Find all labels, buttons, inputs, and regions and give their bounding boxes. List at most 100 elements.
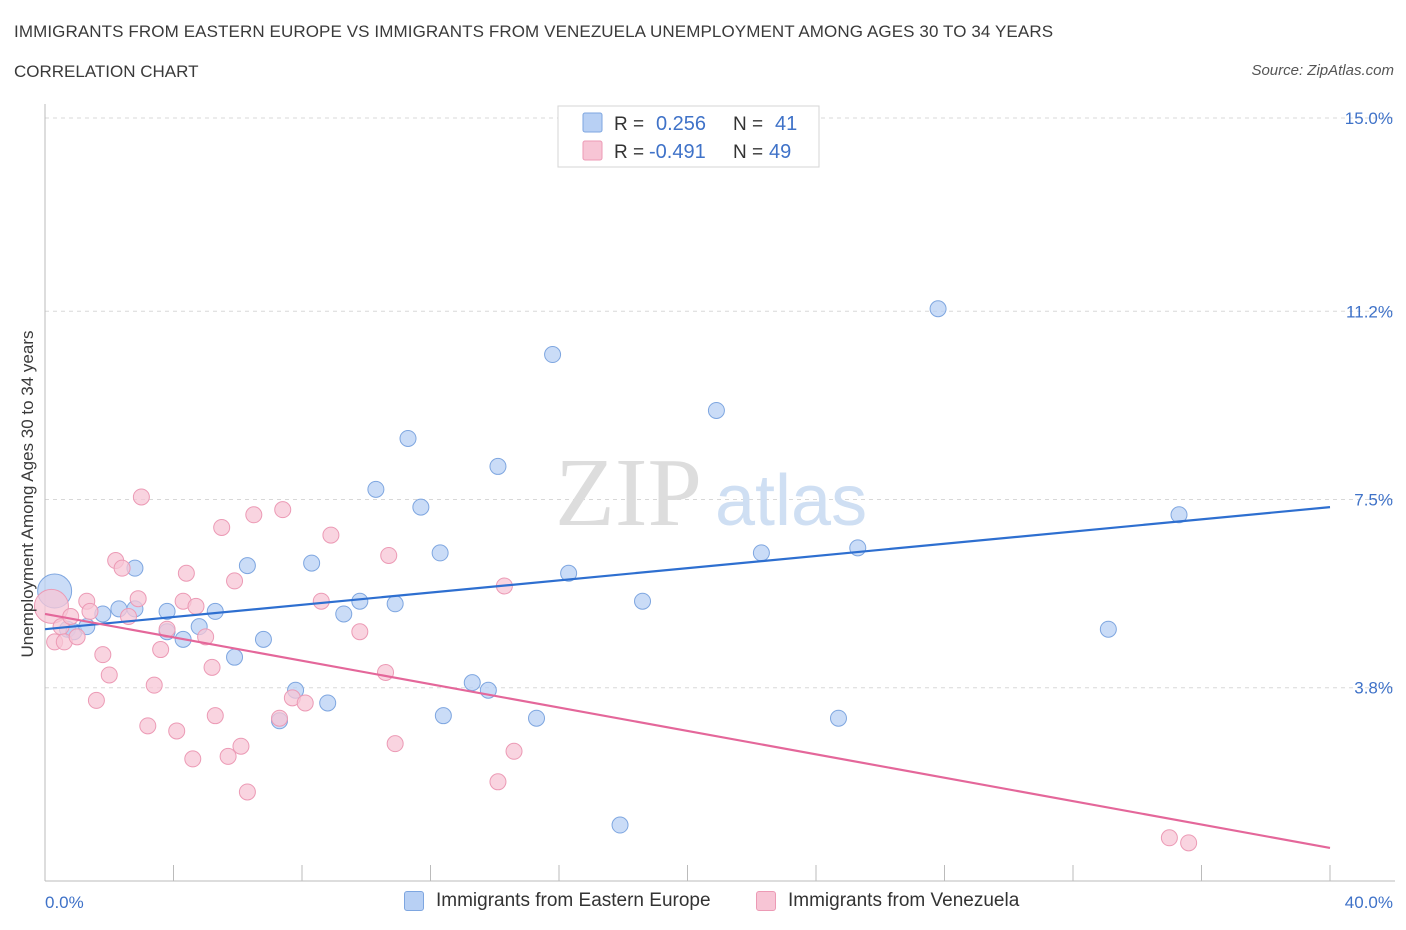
point-venezuela-25 — [197, 628, 215, 646]
legend-swatch-eastern-europe — [404, 891, 424, 911]
point-venezuela-34 — [271, 709, 289, 727]
legend-r-label-blue: R = — [614, 114, 644, 135]
point-eastern-europe-34 — [611, 816, 629, 834]
chart-subtitle: CORRELATION CHART — [14, 62, 199, 81]
point-venezuela-33 — [245, 506, 263, 524]
legend-n-value-pink: 49 — [769, 141, 791, 163]
watermark-zip: ZIP — [555, 439, 702, 547]
point-venezuela-47 — [1160, 829, 1178, 847]
y-tick-label-2: 7.5% — [1354, 491, 1393, 510]
point-venezuela-5 — [68, 628, 86, 646]
point-venezuela-38 — [312, 592, 330, 610]
point-venezuela-15 — [132, 488, 150, 506]
point-venezuela-40 — [351, 623, 369, 641]
legend-r-label-pink: R = — [614, 142, 644, 163]
point-venezuela-24 — [187, 597, 205, 615]
data-points — [33, 300, 1198, 852]
legend-label-eastern-europe: Immigrants from Eastern Europe — [436, 890, 711, 911]
point-eastern-europe-24 — [399, 429, 417, 447]
point-eastern-europe-15 — [254, 630, 272, 648]
point-venezuela-18 — [152, 641, 170, 659]
legend-label-venezuela: Immigrants from Venezuela — [788, 890, 1020, 911]
point-venezuela-7 — [81, 602, 99, 620]
legend-swatch-blue — [582, 112, 603, 133]
legend-r-value-blue: 0.256 — [656, 113, 706, 135]
point-eastern-europe-37 — [752, 544, 770, 562]
legend-r-value-pink: -0.491 — [649, 141, 706, 163]
point-eastern-europe-35 — [634, 592, 652, 610]
x-tick-labels: 0.0% 40.0% — [45, 893, 1393, 912]
point-venezuela-9 — [94, 646, 112, 664]
point-venezuela-0 — [33, 588, 69, 624]
point-venezuela-17 — [145, 676, 163, 694]
point-eastern-europe-25 — [412, 498, 430, 516]
point-venezuela-12 — [113, 559, 131, 577]
point-venezuela-14 — [129, 590, 147, 608]
point-venezuela-28 — [213, 518, 231, 536]
point-venezuela-30 — [226, 572, 244, 590]
point-venezuela-27 — [206, 707, 224, 725]
point-venezuela-23 — [184, 750, 202, 768]
watermark-atlas: atlas — [715, 461, 867, 541]
point-eastern-europe-28 — [463, 674, 481, 692]
point-eastern-europe-19 — [319, 694, 337, 712]
point-venezuela-22 — [177, 564, 195, 582]
trend-lines — [44, 506, 1331, 850]
point-eastern-europe-32 — [544, 346, 562, 364]
legend-swatch-pink — [582, 140, 603, 161]
point-eastern-europe-31 — [528, 709, 546, 727]
point-eastern-europe-38 — [829, 709, 847, 727]
legend-swatch-venezuela — [756, 891, 776, 911]
axes — [44, 104, 1395, 882]
x-tick-label-max: 40.0% — [1345, 893, 1393, 912]
point-eastern-europe-30 — [489, 457, 507, 475]
legend-item-venezuela: Immigrants from Venezuela — [756, 890, 1019, 912]
trend-line-eastern-europe — [44, 506, 1331, 631]
point-venezuela-31 — [232, 737, 250, 755]
point-venezuela-44 — [489, 773, 507, 791]
point-eastern-europe-22 — [367, 480, 385, 498]
point-venezuela-8 — [87, 691, 105, 709]
point-venezuela-43 — [386, 735, 404, 753]
point-venezuela-16 — [139, 717, 157, 735]
point-venezuela-48 — [1180, 834, 1198, 852]
watermark: ZIP atlas — [555, 439, 867, 547]
source-credit: Source: ZipAtlas.com — [1251, 62, 1394, 79]
point-eastern-europe-26 — [431, 544, 449, 562]
point-eastern-europe-27 — [434, 707, 452, 725]
trend-line-venezuela — [44, 612, 1331, 850]
legend-n-value-blue: 41 — [775, 113, 797, 135]
point-eastern-europe-40 — [929, 300, 947, 318]
point-venezuela-20 — [168, 722, 186, 740]
point-eastern-europe-42 — [1170, 506, 1188, 524]
point-venezuela-10 — [100, 666, 118, 684]
y-tick-label-0: 15.0% — [1345, 109, 1393, 128]
legend-n-label-pink: N = — [733, 142, 763, 163]
y-tick-labels: 15.0% 11.2% 7.5% 3.8% — [1345, 109, 1393, 698]
point-venezuela-37 — [296, 694, 314, 712]
point-venezuela-32 — [238, 783, 256, 801]
legend-item-eastern-europe: Immigrants from Eastern Europe — [404, 890, 711, 912]
point-venezuela-35 — [274, 501, 292, 519]
point-venezuela-29 — [219, 747, 237, 765]
y-tick-label-3: 3.8% — [1354, 679, 1393, 698]
point-eastern-europe-36 — [707, 401, 725, 419]
point-eastern-europe-33 — [560, 564, 578, 582]
point-eastern-europe-14 — [238, 557, 256, 575]
point-eastern-europe-41 — [1099, 620, 1117, 638]
point-eastern-europe-23 — [386, 595, 404, 613]
point-eastern-europe-20 — [335, 605, 353, 623]
stats-legend: R = 0.256 N = 41 R = -0.491 N = 49 — [557, 105, 820, 168]
point-venezuela-46 — [505, 742, 523, 760]
x-tick-label-min: 0.0% — [45, 893, 84, 912]
point-eastern-europe-13 — [226, 648, 244, 666]
legend-n-label-blue: N = — [733, 114, 763, 135]
point-eastern-europe-8 — [158, 602, 176, 620]
series-legend: Immigrants from Eastern Europe Immigrant… — [0, 890, 1406, 916]
y-tick-label-1: 11.2% — [1346, 302, 1393, 321]
point-venezuela-26 — [203, 658, 221, 676]
point-venezuela-39 — [322, 526, 340, 544]
point-eastern-europe-21 — [351, 592, 369, 610]
y-axis-label: Unemployment Among Ages 30 to 34 years — [18, 331, 37, 658]
